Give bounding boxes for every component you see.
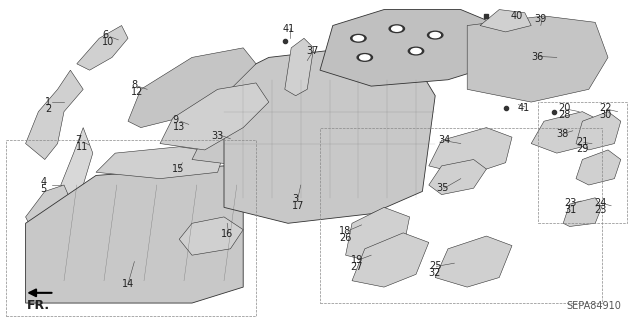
Polygon shape [26,166,243,303]
Text: 3: 3 [292,194,298,204]
Text: 14: 14 [122,279,134,289]
Text: 5: 5 [40,184,47,194]
Text: 1: 1 [45,97,51,107]
Polygon shape [429,160,486,195]
Text: 34: 34 [438,135,451,145]
Text: 23: 23 [594,204,606,215]
Text: 8: 8 [131,79,138,90]
Text: 41: 41 [282,24,294,34]
Bar [6,140,256,316]
Text: 6: 6 [102,30,109,40]
Text: 38: 38 [557,129,569,139]
Text: 10: 10 [102,37,115,47]
Text: 7: 7 [76,135,82,145]
Text: 20: 20 [559,103,571,114]
Polygon shape [576,150,621,185]
Text: 12: 12 [131,86,143,97]
Circle shape [357,54,372,61]
Polygon shape [224,48,435,223]
Text: 29: 29 [576,144,588,154]
Polygon shape [531,112,602,153]
Text: 21: 21 [576,137,588,147]
Circle shape [392,26,402,31]
Text: 13: 13 [173,122,185,132]
Circle shape [389,25,404,33]
Circle shape [360,55,370,60]
Text: 40: 40 [511,11,523,21]
Polygon shape [256,179,333,220]
Circle shape [353,36,364,41]
Polygon shape [26,70,83,160]
Text: 25: 25 [429,261,442,271]
Text: 17: 17 [292,201,304,211]
Text: 39: 39 [534,14,547,24]
Text: 27: 27 [351,262,364,272]
Polygon shape [352,233,429,287]
Polygon shape [96,147,224,179]
Circle shape [351,34,366,42]
Text: 18: 18 [339,226,351,236]
Polygon shape [320,10,499,86]
Text: 31: 31 [564,204,577,215]
Polygon shape [26,185,74,236]
Polygon shape [346,207,410,262]
Text: 28: 28 [559,110,571,121]
Text: 9: 9 [173,115,179,125]
Polygon shape [128,48,256,128]
Bar [538,102,627,223]
Text: 4: 4 [40,177,47,187]
Circle shape [411,48,421,54]
Polygon shape [563,198,602,226]
Polygon shape [61,128,93,198]
Text: 41: 41 [517,102,529,113]
Text: 33: 33 [211,130,223,141]
Polygon shape [429,128,512,175]
Text: 36: 36 [531,52,543,63]
Polygon shape [435,236,512,287]
Circle shape [428,31,443,39]
Text: FR.: FR. [27,299,50,312]
Text: 30: 30 [599,110,611,121]
Polygon shape [77,26,128,70]
Text: 19: 19 [351,255,363,265]
Circle shape [430,33,440,38]
Text: 11: 11 [76,142,88,152]
Text: 2: 2 [45,104,51,114]
Circle shape [408,47,424,55]
Text: 32: 32 [429,268,441,278]
Polygon shape [480,10,531,32]
Polygon shape [285,38,314,96]
Polygon shape [179,217,243,255]
Text: 22: 22 [599,103,612,114]
Polygon shape [576,112,621,150]
Text: 16: 16 [221,229,233,240]
Polygon shape [467,16,608,102]
Text: 26: 26 [339,233,351,243]
Text: 35: 35 [436,183,449,193]
Polygon shape [160,83,269,150]
Text: 15: 15 [172,164,184,174]
Text: 23: 23 [564,197,577,208]
Text: 24: 24 [594,197,606,208]
Polygon shape [192,121,288,166]
FancyArrowPatch shape [29,290,52,296]
Bar [320,128,602,303]
Text: SEPA84910: SEPA84910 [566,301,621,311]
Text: 37: 37 [306,46,318,56]
